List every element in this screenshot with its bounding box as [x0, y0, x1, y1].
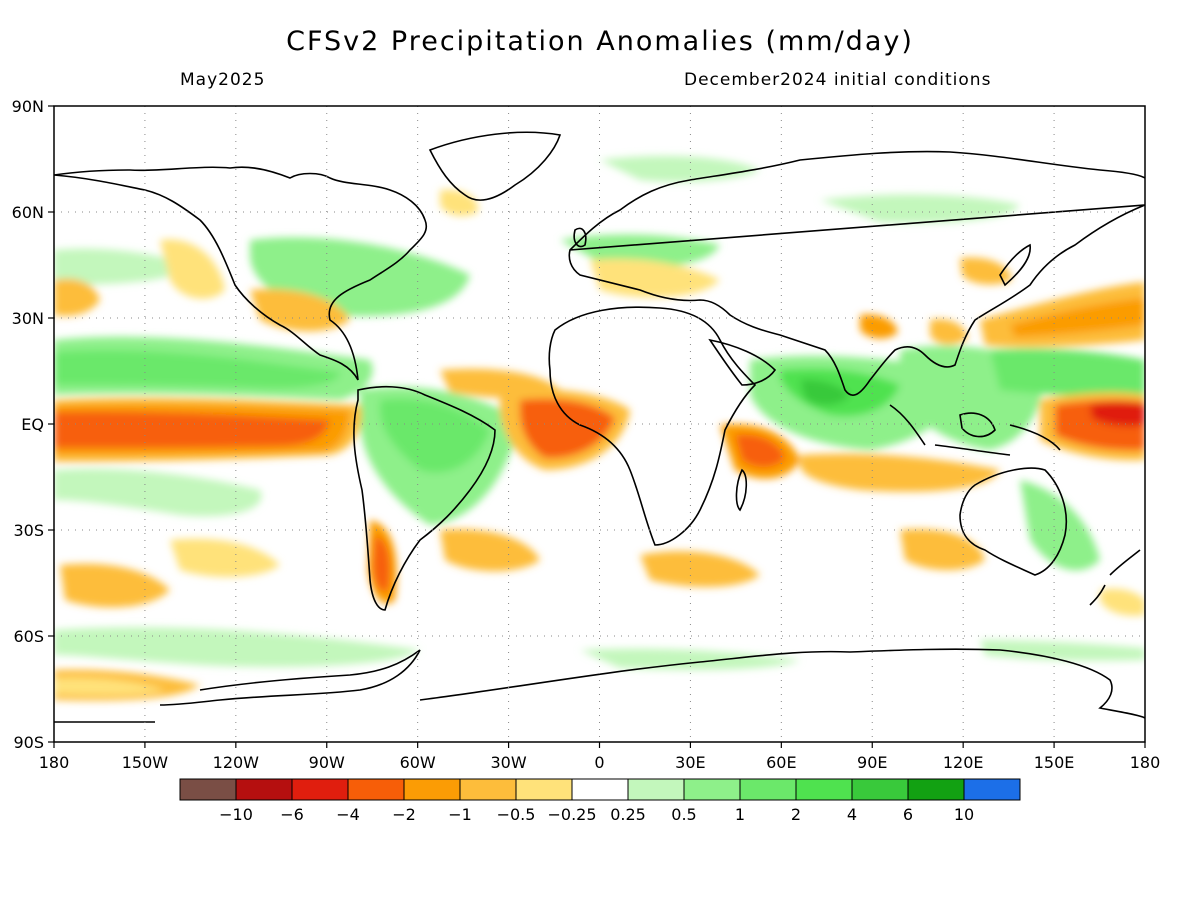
lat-label: 90S: [13, 733, 44, 752]
lat-label: 90N: [12, 97, 44, 116]
colorbar-label: 10: [954, 805, 974, 824]
colorbar-label: 0.25: [610, 805, 646, 824]
colorbar-swatch: [907, 778, 965, 801]
colorbar-label: 4: [847, 805, 857, 824]
colorbar-swatch: [571, 778, 629, 801]
colorbar-swatch: [795, 778, 853, 801]
lat-label: 60S: [13, 627, 44, 646]
colorbar-label: 2: [791, 805, 801, 824]
colorbar-label: −0.25: [547, 805, 596, 824]
colorbar-swatch: [963, 778, 1021, 801]
colorbar-label: −4: [336, 805, 360, 824]
lon-label: 120E: [943, 753, 984, 772]
colorbar-label: −10: [219, 805, 253, 824]
lat-label: EQ: [21, 415, 44, 434]
lon-label: 60E: [766, 753, 796, 772]
colorbar-label: −0.5: [497, 805, 536, 824]
lon-label: 90W: [309, 753, 345, 772]
initial-conditions-label: December2024 initial conditions: [684, 70, 992, 90]
longitude-axis: 180 150W 120W 90W 60W 30W 0 30E 60E 90E 120E 150E 18…: [39, 742, 1161, 772]
colorbar-swatch: [179, 778, 237, 801]
colorbar-label: −1: [448, 805, 472, 824]
lon-label: 180: [39, 753, 70, 772]
lon-label: 150E: [1034, 753, 1075, 772]
colorbar-swatch: [291, 778, 349, 801]
colorbar-swatch: [683, 778, 741, 801]
lon-label: 60W: [400, 753, 436, 772]
lon-label: 30E: [675, 753, 705, 772]
colorbar-label: 6: [903, 805, 913, 824]
colorbar-label: −2: [392, 805, 416, 824]
colorbar-swatch: [627, 778, 685, 801]
colorbar-swatch: [347, 778, 405, 801]
colorbar-swatch: [403, 778, 461, 801]
lon-label: 30W: [490, 753, 526, 772]
colorbar-swatch: [459, 778, 517, 801]
colorbar-swatch: [851, 778, 909, 801]
colorbar-label: −6: [280, 805, 304, 824]
lon-label: 150W: [122, 753, 169, 772]
lon-label: 90E: [857, 753, 887, 772]
lat-label: 30S: [13, 521, 44, 540]
lat-label: 60N: [12, 203, 44, 222]
colorbar-label: 1: [735, 805, 745, 824]
lat-label: 30N: [12, 309, 44, 328]
colorbar-swatch: [739, 778, 797, 801]
anomaly-shading: [54, 155, 1145, 701]
colorbar-label: 0.5: [671, 805, 696, 824]
lon-label: 120W: [213, 753, 260, 772]
colorbar-swatch: [515, 778, 573, 801]
colorbar-swatch: [235, 778, 293, 801]
lon-label: 180: [1130, 753, 1161, 772]
colorbar: −10 −6 −4 −2 −1 −0.5 −0.25 0.25 0.5 1 2 4 6 10: [179, 778, 1021, 824]
valid-month-label: May2025: [180, 70, 266, 90]
lon-label: 0: [594, 753, 604, 772]
map-title: CFSv2 Precipitation Anomalies (mm/day): [286, 26, 914, 57]
coastlines: [54, 131, 1145, 723]
anomaly-field: [54, 106, 1145, 742]
grid-lines: [54, 106, 1145, 742]
latitude-axis: 90N 60N 30N EQ 30S 60S 90S: [12, 97, 54, 752]
